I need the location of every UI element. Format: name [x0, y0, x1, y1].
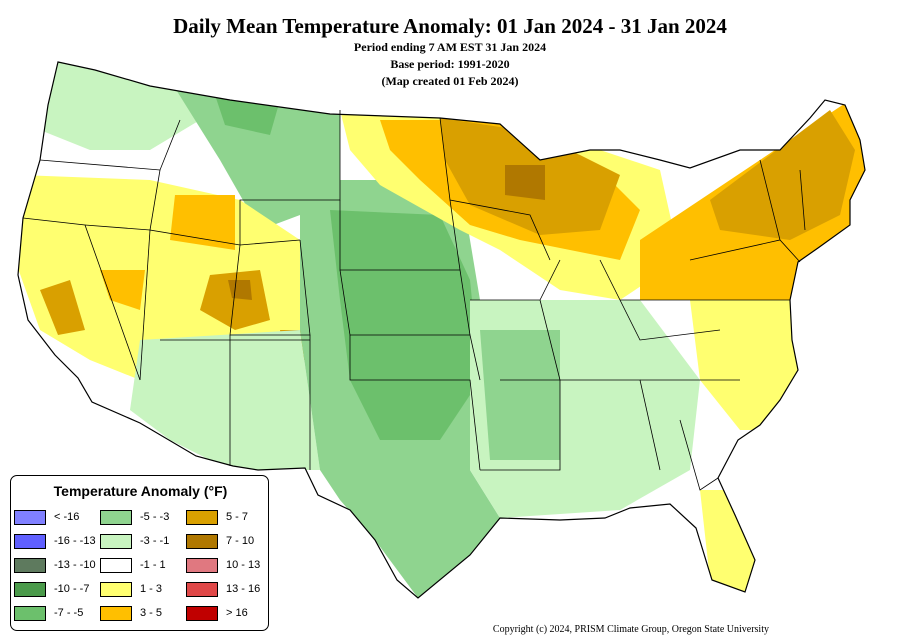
legend-label: 13 - 16: [226, 583, 261, 595]
legend-swatch: [14, 606, 46, 621]
legend-swatch: [186, 606, 218, 621]
legend-label: 3 - 5: [140, 607, 163, 619]
legend-label: 10 - 13: [226, 559, 261, 571]
copyright-text: Copyright (c) 2024, PRISM Climate Group,…: [492, 624, 769, 635]
state-boundaries: [22, 110, 806, 491]
legend-swatch: [14, 510, 46, 525]
legend-swatch: [14, 582, 46, 597]
legend-swatch: [100, 534, 132, 549]
legend-swatch: [186, 534, 218, 549]
legend-label: -7 - -5: [54, 607, 84, 619]
legend-swatch: [100, 558, 132, 573]
legend-swatch: [186, 510, 218, 525]
legend-label: 1 - 3: [140, 583, 163, 595]
legend-title: Temperature Anomaly (°F): [53, 483, 228, 499]
legend-swatch: [100, 582, 132, 597]
legend-label: > 16: [226, 607, 248, 619]
legend-swatch: [14, 558, 46, 573]
legend-swatch: [100, 606, 132, 621]
legend-swatch: [100, 510, 132, 525]
map-title: Daily Mean Temperature Anomaly: 01 Jan 2…: [173, 14, 727, 38]
created-subtitle: (Map created 01 Feb 2024): [381, 74, 519, 88]
legend-label: -3 - -1: [140, 535, 170, 547]
legend-swatch: [186, 558, 218, 573]
legend-swatch: [14, 534, 46, 549]
legend-label: -13 - -10: [54, 559, 96, 571]
legend-label: 5 - 7: [226, 511, 249, 523]
legend-label: < -16: [54, 511, 80, 523]
legend-label: -1 - 1: [140, 559, 166, 571]
us-outline: [17, 61, 866, 599]
legend-swatch: [186, 582, 218, 597]
legend-label: -10 - -7: [54, 583, 90, 595]
legend-label: 7 - 10: [226, 535, 255, 547]
legend-label: -5 - -3: [140, 511, 170, 523]
legend: Temperature Anomaly (°F) < -16 -16 - -13 -…: [10, 475, 269, 631]
base-period-subtitle: Base period: 1991-2020: [390, 57, 510, 71]
legend-label: -16 - -13: [54, 535, 96, 547]
period-subtitle: Period ending 7 AM EST 31 Jan 2024: [353, 40, 547, 54]
